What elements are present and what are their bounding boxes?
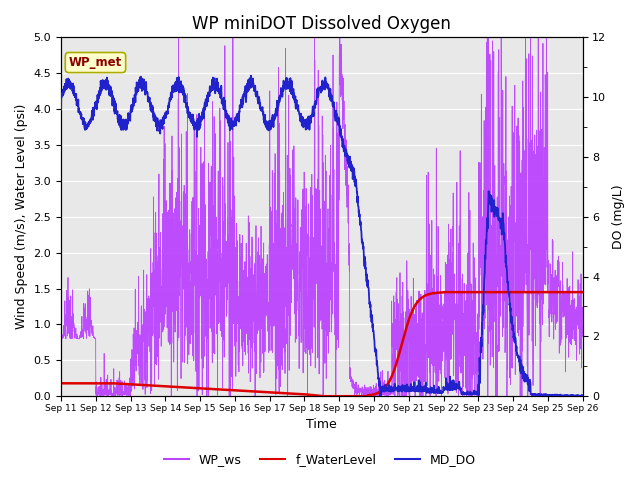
Y-axis label: DO (mg/L): DO (mg/L) (612, 184, 625, 249)
Text: WP_met: WP_met (69, 56, 122, 69)
X-axis label: Time: Time (307, 419, 337, 432)
Legend: WP_ws, f_WaterLevel, MD_DO: WP_ws, f_WaterLevel, MD_DO (159, 448, 481, 471)
Y-axis label: Wind Speed (m/s), Water Level (psi): Wind Speed (m/s), Water Level (psi) (15, 104, 28, 329)
Title: WP miniDOT Dissolved Oxygen: WP miniDOT Dissolved Oxygen (193, 15, 451, 33)
